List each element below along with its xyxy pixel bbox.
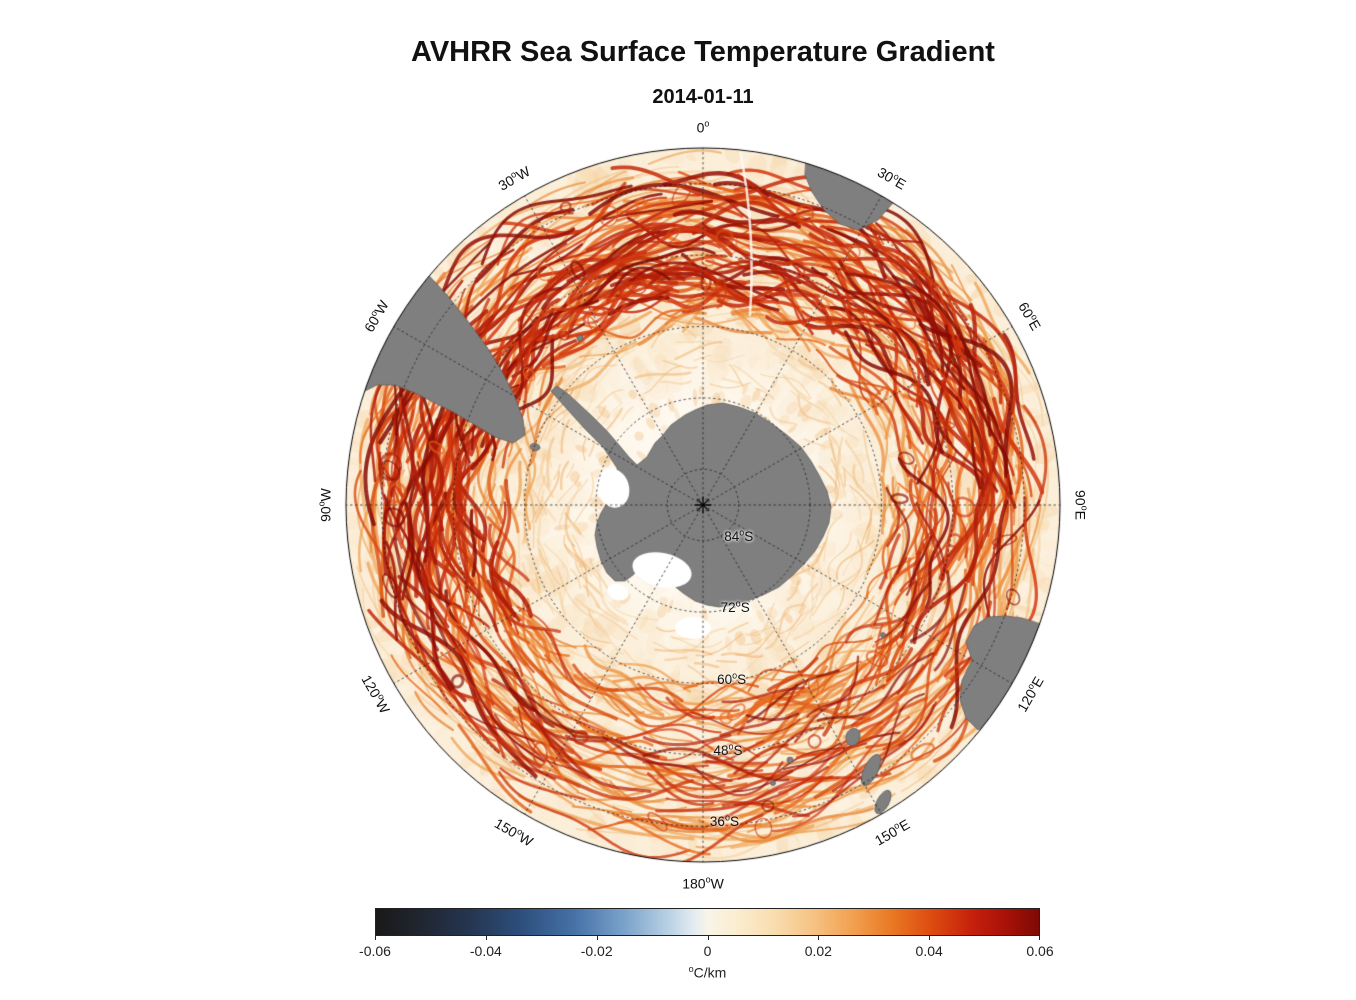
colorbar-tick-mark bbox=[929, 936, 931, 940]
colorbar-tick-mark bbox=[485, 936, 487, 940]
parallel-label-60S: 60oS bbox=[717, 670, 747, 687]
figure-title: AVHRR Sea Surface Temperature Gradient bbox=[411, 36, 995, 68]
sst-gradient-map-canvas bbox=[318, 120, 1088, 890]
meridian-label-0: 0o bbox=[696, 118, 710, 136]
colorbar-tick-mark bbox=[818, 936, 820, 940]
parallel-label-84S: 84oS bbox=[724, 527, 754, 544]
colorbar-tick-label: -0.04 bbox=[469, 943, 502, 959]
colorbar-tick-mark bbox=[375, 936, 376, 940]
figure-date-subtitle: 2014-01-11 bbox=[652, 86, 754, 108]
colorbar-tick-mark bbox=[707, 936, 709, 940]
colorbar-tick-label: 0.02 bbox=[804, 943, 832, 959]
unit-text: C/km bbox=[693, 964, 727, 981]
colorbar-unit-label: oC/km bbox=[375, 964, 1040, 981]
colorbar-tick-mark bbox=[596, 936, 598, 940]
colorbar: -0.06 -0.04 -0.02 0 0.02 0.04 0.06 oC/km bbox=[359, 908, 1054, 992]
parallel-label-48S: 48oS bbox=[713, 741, 743, 758]
meridian-label-90W: 90oW bbox=[316, 488, 334, 522]
colorbar-tick-label: 0.04 bbox=[915, 943, 943, 959]
colorbar-tick-label: 0.06 bbox=[1026, 943, 1054, 959]
colorbar-gradient-bar bbox=[375, 908, 1040, 936]
meridian-label-180W: 180oW bbox=[682, 874, 724, 892]
meridian-label-90E: 90oE bbox=[1072, 490, 1090, 520]
parallel-label-36S: 36oS bbox=[709, 812, 739, 830]
degree-symbol: o bbox=[688, 964, 694, 974]
colorbar-tick-label: -0.02 bbox=[580, 943, 613, 959]
colorbar-tick-label: 0 bbox=[703, 943, 712, 959]
polar-stereographic-map: 0o 30oE 60oE 90oE 120oE 150oE 180oW 150oW 120oW 9… bbox=[316, 118, 1090, 892]
colorbar-tick-labels: -0.06 -0.04 -0.02 0 0.02 0.04 0.06 bbox=[359, 936, 1054, 962]
colorbar-tick-mark bbox=[1039, 936, 1040, 940]
colorbar-tick-label: -0.06 bbox=[359, 943, 391, 959]
parallel-label-72S: 72oS bbox=[720, 598, 750, 616]
